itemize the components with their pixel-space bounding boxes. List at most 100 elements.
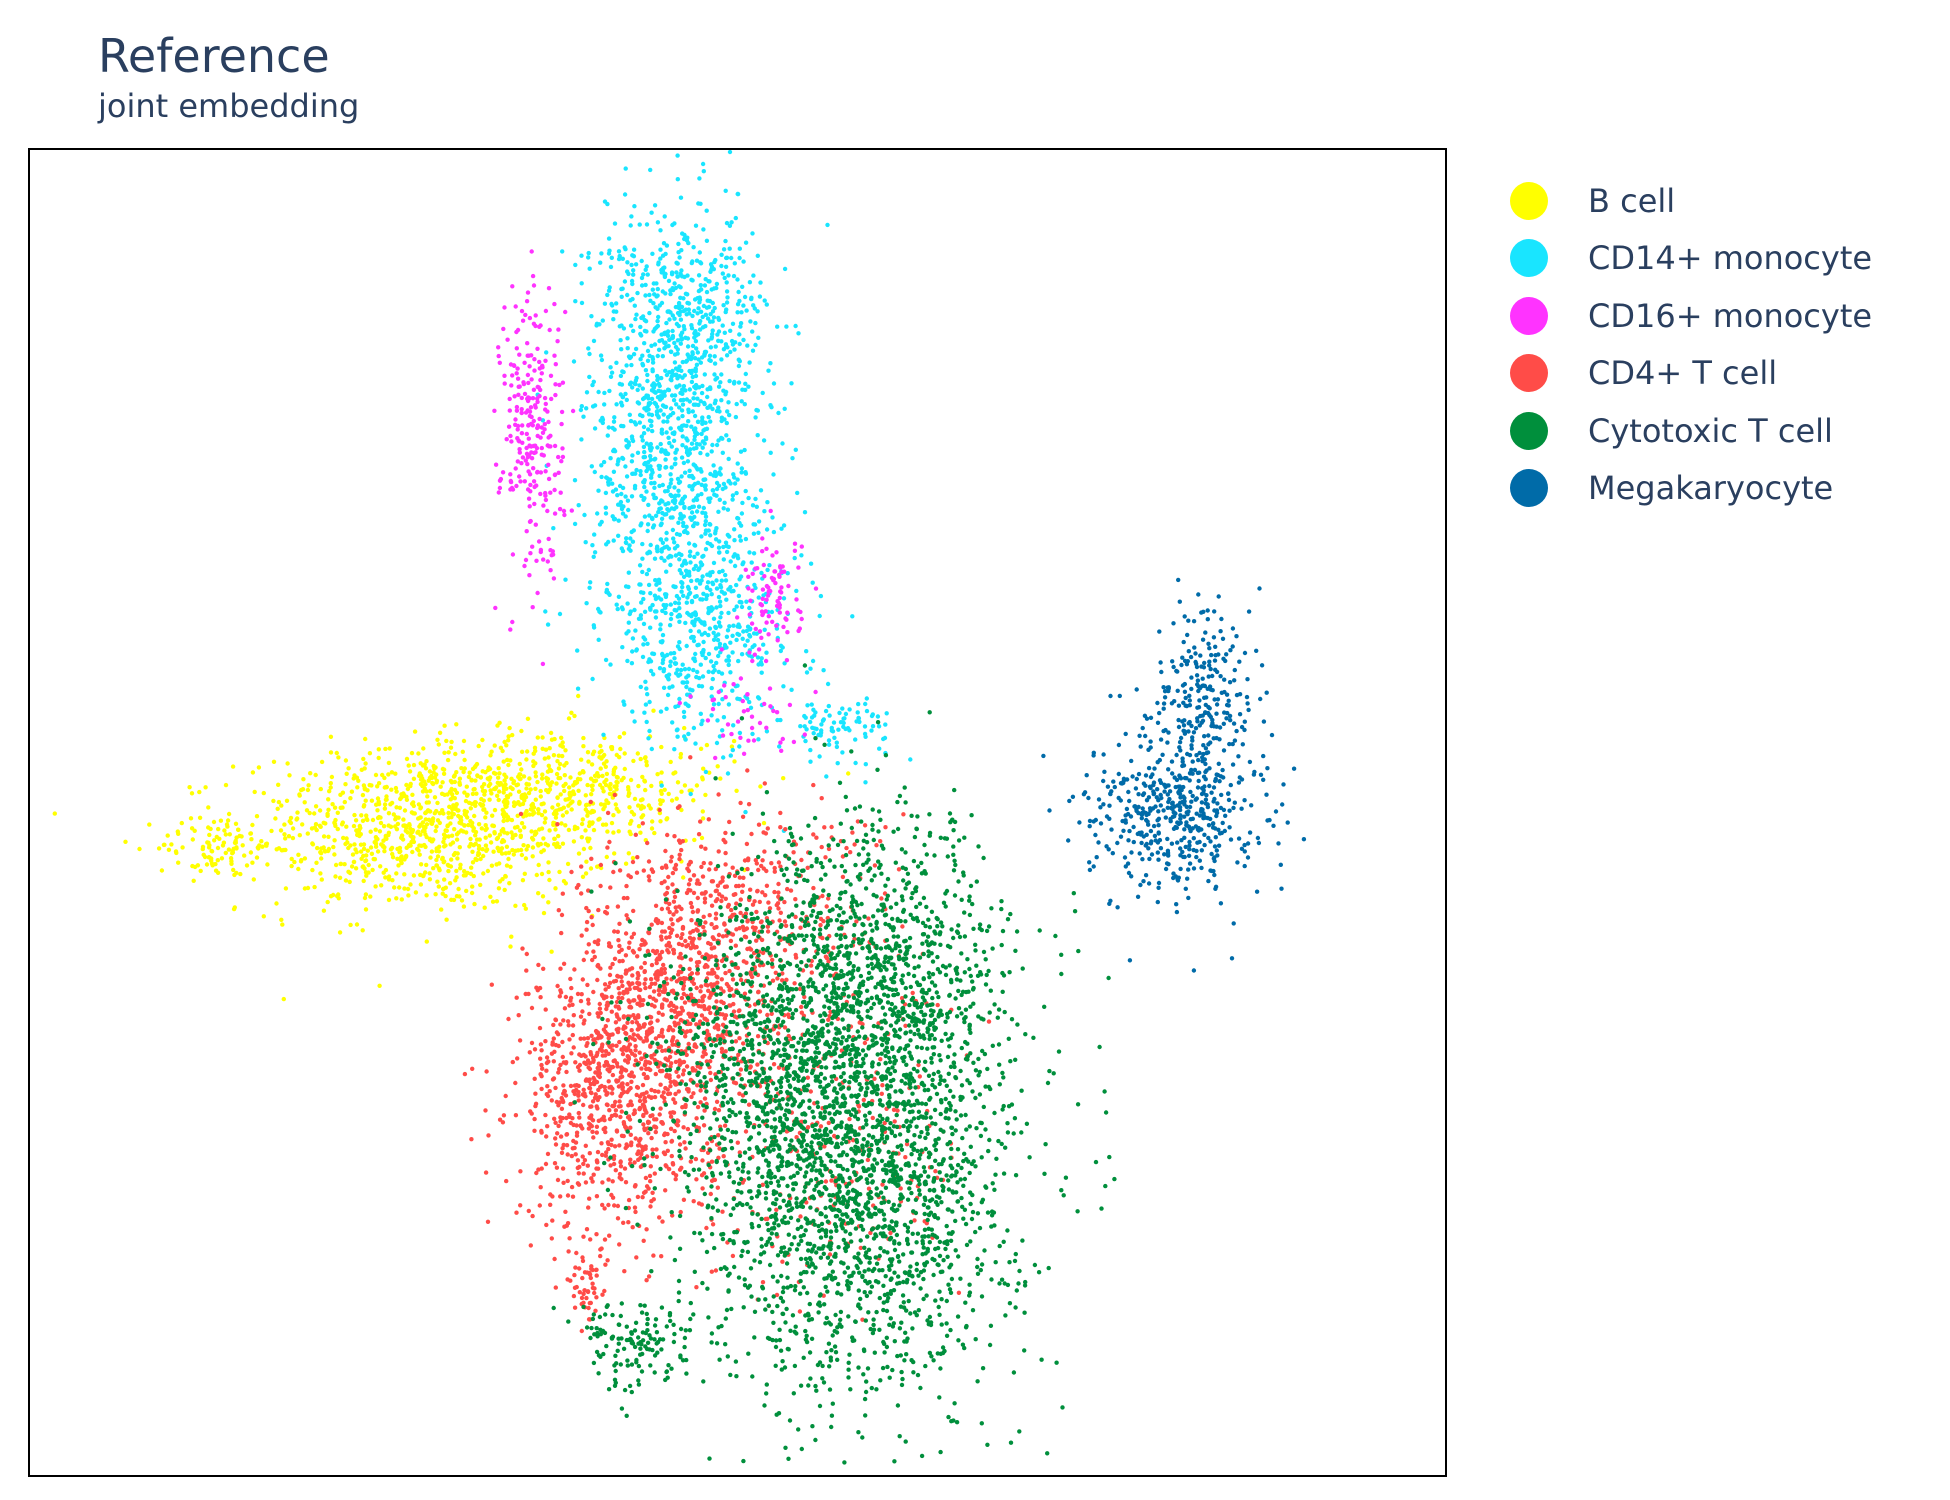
data-point — [709, 1269, 714, 1274]
data-point — [242, 853, 247, 858]
data-point — [569, 508, 574, 513]
data-point — [565, 1178, 570, 1184]
series-cd4-t-cell — [462, 755, 992, 1335]
data-point — [751, 531, 757, 536]
data-point — [505, 337, 510, 342]
data-point — [639, 1092, 644, 1097]
data-point — [611, 317, 616, 322]
data-point — [702, 372, 707, 377]
data-point — [323, 821, 328, 826]
data-point — [721, 755, 726, 760]
data-point — [677, 619, 682, 624]
data-point — [540, 772, 545, 777]
data-point — [278, 828, 284, 833]
data-point — [589, 792, 594, 797]
data-point — [704, 289, 710, 295]
data-point — [435, 800, 440, 806]
data-point — [663, 1163, 668, 1168]
data-point — [455, 808, 460, 813]
data-point — [808, 719, 813, 725]
data-point — [684, 600, 689, 605]
data-point — [658, 394, 663, 399]
data-point — [514, 995, 519, 1000]
data-point — [432, 775, 438, 780]
data-point — [569, 1153, 574, 1159]
data-point — [363, 892, 369, 897]
data-point — [706, 414, 711, 420]
data-point — [519, 407, 524, 412]
data-point — [373, 841, 379, 846]
data-point — [714, 999, 719, 1004]
data-point — [702, 484, 708, 489]
data-point — [640, 1102, 646, 1107]
data-point — [707, 521, 712, 527]
data-point — [630, 981, 635, 986]
data-point — [691, 798, 696, 803]
data-point — [672, 540, 677, 545]
data-point — [546, 755, 551, 760]
data-point — [799, 553, 804, 558]
data-point — [597, 782, 603, 788]
data-point — [638, 469, 643, 474]
data-point — [760, 612, 765, 618]
data-point — [753, 320, 758, 326]
data-point — [702, 427, 708, 432]
data-point — [537, 359, 542, 365]
data-point — [750, 348, 756, 353]
data-point — [555, 339, 560, 344]
data-point — [559, 1106, 565, 1111]
data-point — [318, 851, 324, 856]
data-point — [708, 319, 713, 324]
data-point — [703, 920, 708, 925]
data-point — [543, 1007, 548, 1012]
data-point — [383, 797, 389, 802]
data-point — [542, 756, 547, 761]
data-point — [632, 607, 637, 613]
data-point — [518, 833, 523, 838]
data-point — [651, 708, 656, 713]
data-point — [728, 584, 733, 590]
data-point — [510, 552, 516, 557]
data-point — [665, 652, 670, 658]
data-point — [726, 610, 731, 616]
data-point — [651, 385, 657, 390]
data-point — [474, 791, 479, 796]
data-point — [386, 877, 392, 882]
data-point — [583, 540, 588, 545]
data-point — [763, 658, 769, 664]
data-point — [776, 410, 781, 416]
data-point — [543, 358, 548, 363]
data-point — [565, 1152, 570, 1157]
data-point — [617, 381, 622, 387]
data-point — [610, 303, 615, 308]
data-point — [507, 725, 512, 731]
data-point — [659, 1254, 664, 1259]
data-point — [585, 750, 591, 755]
data-point — [313, 804, 319, 809]
data-point — [605, 581, 610, 587]
data-point — [628, 1157, 633, 1162]
data-point — [529, 803, 534, 808]
data-point — [625, 445, 630, 450]
data-point — [825, 681, 831, 687]
data-point — [318, 871, 323, 876]
data-point — [642, 449, 647, 455]
data-point — [599, 463, 604, 468]
data-point — [717, 569, 722, 575]
data-point — [661, 241, 667, 246]
data-point — [668, 406, 674, 411]
data-point — [565, 797, 570, 802]
data-point — [576, 503, 581, 508]
data-point — [740, 636, 745, 641]
data-point — [716, 483, 722, 488]
data-point — [683, 620, 688, 626]
data-point — [768, 588, 773, 594]
data-point — [612, 1112, 618, 1117]
data-point — [672, 340, 677, 346]
data-point — [204, 862, 210, 867]
data-point — [722, 330, 727, 335]
data-point — [420, 820, 426, 825]
data-point — [211, 819, 217, 825]
data-point — [361, 846, 367, 851]
data-point — [499, 828, 504, 833]
